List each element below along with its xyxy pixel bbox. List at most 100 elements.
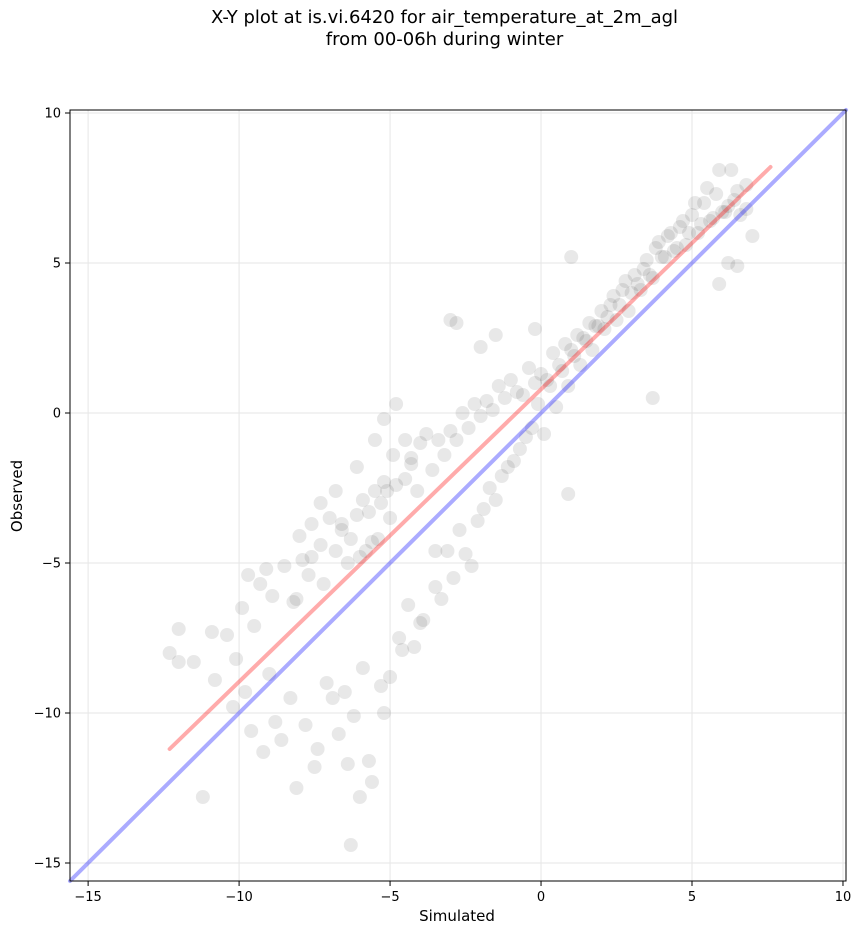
data-point [328,544,343,558]
data-point [549,400,564,414]
data-point [364,535,379,549]
data-point [289,592,304,606]
data-point [546,346,561,360]
data-point [398,472,413,486]
data-point [606,289,621,303]
data-point [630,277,645,291]
data-point [328,484,343,498]
data-point [446,571,461,585]
data-point [552,358,567,372]
data-point [437,448,452,462]
identity-line [68,108,848,883]
data-point [515,388,530,402]
data-point [567,349,582,363]
data-point [473,409,488,423]
data-point [660,229,675,243]
data-point [706,211,721,225]
data-point [298,718,313,732]
x-axis-label: Simulated [419,907,495,925]
data-point [229,652,244,666]
data-point [612,298,627,312]
data-point [709,187,724,201]
data-point [383,511,398,525]
y-tick-label: 10 [44,107,61,122]
data-point [464,559,479,573]
data-point [570,328,585,342]
x-axis: −15 −10 −5 0 5 10 [74,881,851,905]
data-point [313,496,328,510]
data-point [337,685,352,699]
data-point [636,262,651,276]
data-point [624,286,639,300]
data-point [455,406,470,420]
data-point [579,334,594,348]
data-point [681,226,696,240]
x-tick-label: −10 [225,890,252,905]
data-point [657,250,672,264]
data-points [162,163,760,852]
data-point [564,343,579,357]
data-point [715,205,730,219]
data-point [534,367,549,381]
data-point [482,481,497,495]
data-point [343,532,358,546]
data-point [645,391,660,405]
data-point [265,589,280,603]
x-tick-label: 5 [688,890,696,905]
data-point [389,478,404,492]
grid-lines [70,110,846,881]
y-axis-label: Observed [8,460,26,532]
data-point [262,667,277,681]
data-point [389,397,404,411]
data-point [334,523,349,537]
data-point [588,319,603,333]
data-point [204,625,219,639]
data-point [377,412,392,426]
data-point [724,163,739,177]
data-point [355,493,370,507]
data-point [518,430,533,444]
data-point [730,259,745,273]
data-point [238,685,253,699]
data-point [398,433,413,447]
data-point [410,484,425,498]
x-tick-label: −5 [380,890,399,905]
data-point [322,511,337,525]
data-point [331,727,346,741]
data-point [591,319,606,333]
data-point [377,706,392,720]
data-point [416,613,431,627]
data-point [428,544,443,558]
data-point [688,196,703,210]
data-point [467,397,482,411]
y-tick-label: 5 [53,257,61,272]
data-point [700,181,715,195]
data-point [745,229,760,243]
data-point [561,487,576,501]
data-point [449,433,464,447]
reference-lines [68,108,848,883]
data-point [334,517,349,531]
data-point [235,601,250,615]
data-point [367,484,382,498]
data-point [527,322,542,336]
data-point [449,316,464,330]
data-point [576,331,591,345]
data-point [307,760,322,774]
x-tick-label: 0 [537,890,545,905]
data-point [739,178,754,192]
data-point [473,340,488,354]
data-point [561,379,576,393]
data-point [494,469,509,483]
data-point [500,460,515,474]
data-point [669,241,684,255]
data-point [476,502,491,516]
x-tick-label: 10 [835,890,852,905]
data-point [697,196,712,210]
data-point [289,781,304,795]
data-point [162,646,177,660]
data-point [488,328,503,342]
data-point [319,676,334,690]
data-point [364,775,379,789]
data-point [718,205,733,219]
